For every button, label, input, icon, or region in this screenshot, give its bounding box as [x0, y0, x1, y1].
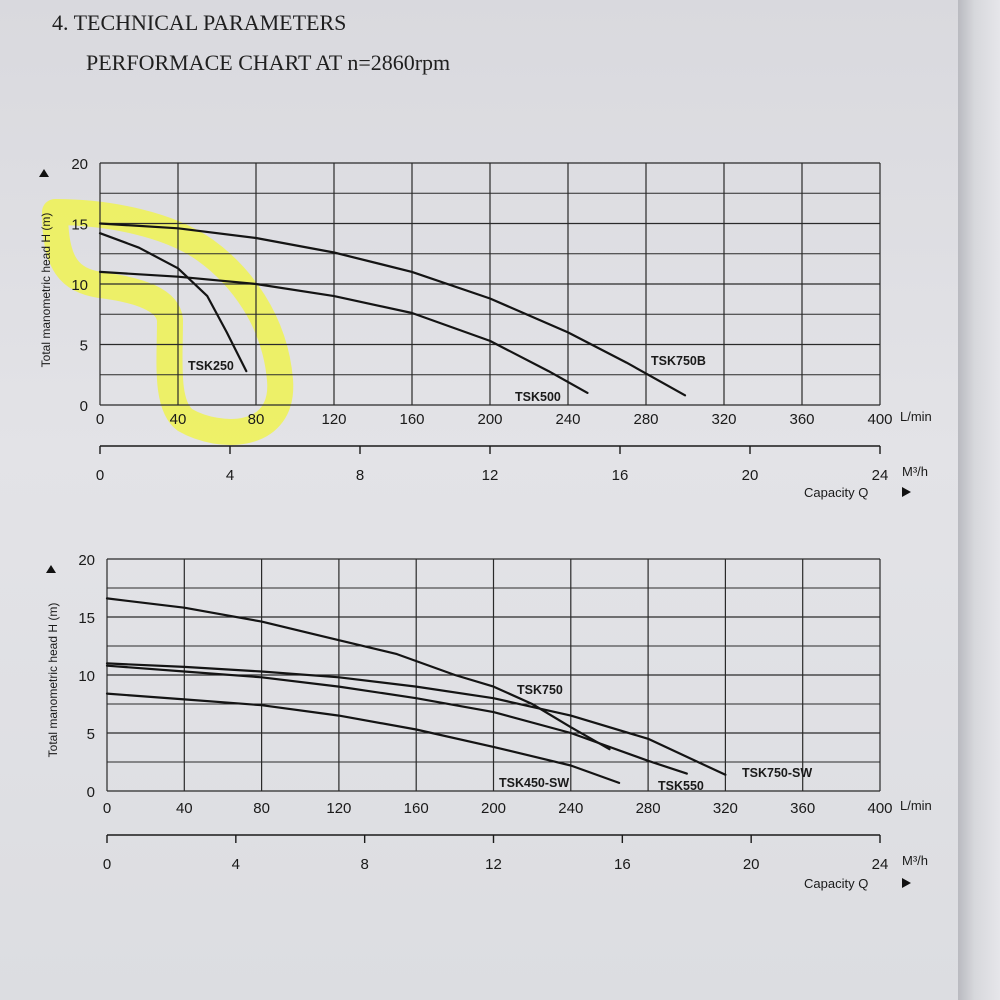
secondary-tick-label: 24	[872, 467, 889, 484]
x-tick-label: 320	[711, 411, 736, 428]
y-tick-label: 10	[71, 277, 88, 294]
secondary-tick-label: 12	[482, 467, 499, 484]
y-tick-label: 5	[87, 726, 95, 743]
y-axis-arrow	[39, 169, 49, 177]
curve-tsk750-sw	[105, 662, 727, 776]
document-page	[0, 0, 958, 1000]
x-tick-label: 320	[713, 800, 738, 817]
x-tick-label: 280	[636, 800, 661, 817]
y-tick-label: 0	[87, 784, 95, 801]
x-axis-arrow	[902, 487, 911, 497]
x-tick-label: 160	[404, 800, 429, 817]
curve-tsk750b	[98, 222, 687, 397]
curve-tsk500	[98, 270, 589, 394]
x-tick-label: 400	[867, 800, 892, 817]
section-heading: 4. TECHNICAL PARAMETERS	[52, 10, 347, 35]
secondary-tick-label: 24	[872, 856, 889, 873]
x-tick-label: 360	[789, 411, 814, 428]
x-tick-label: 400	[867, 411, 892, 428]
series-label-tsk550: TSK550	[658, 779, 704, 793]
curve-tsk750	[105, 597, 611, 751]
secondary-tick-label: 8	[356, 467, 364, 484]
y-axis-arrow	[46, 565, 56, 573]
x-axis-arrow	[902, 878, 911, 888]
y-tick-label: 20	[78, 552, 95, 569]
x-tick-label: 160	[399, 411, 424, 428]
series-label-tsk750-sw: TSK750-SW	[742, 766, 812, 780]
x-tick-label: 280	[633, 411, 658, 428]
secondary-tick-label: 0	[103, 856, 111, 873]
y-tick-label: 20	[71, 156, 88, 173]
x-tick-label: 200	[481, 800, 506, 817]
y-axis-title: Total manometric head H (m)	[39, 213, 53, 368]
secondary-tick-label: 8	[360, 856, 368, 873]
x-tick-label: 240	[558, 800, 583, 817]
secondary-unit-label: M³/h	[902, 853, 928, 868]
curve-tsk550	[105, 664, 688, 775]
series-label-tsk750: TSK750	[517, 683, 563, 697]
x-tick-label: 40	[176, 800, 193, 817]
highlighter-mark	[42, 199, 294, 445]
series-label-tsk750b: TSK750B	[651, 354, 706, 368]
y-tick-label: 10	[78, 668, 95, 685]
secondary-tick-label: 4	[226, 467, 234, 484]
secondary-tick-label: 12	[485, 856, 502, 873]
secondary-tick-label: 16	[612, 467, 629, 484]
secondary-unit-label: M³/h	[902, 464, 928, 479]
x-tick-label: 360	[790, 800, 815, 817]
secondary-tick-label: 16	[614, 856, 631, 873]
x-tick-label: 120	[326, 800, 351, 817]
series-label-tsk250: TSK250	[188, 359, 234, 373]
y-tick-label: 0	[80, 398, 88, 415]
x-tick-label: 40	[170, 411, 187, 428]
curve-tsk450-sw	[105, 692, 621, 784]
y-tick-label: 15	[71, 217, 88, 234]
y-tick-label: 5	[80, 338, 88, 355]
series-label-tsk500: TSK500	[515, 390, 561, 404]
series-label-tsk450-sw: TSK450-SW	[499, 776, 569, 790]
x-tick-label: 0	[96, 411, 104, 428]
page-edge	[958, 0, 1000, 1000]
secondary-tick-label: 0	[96, 467, 104, 484]
x-unit-label: L/min	[900, 409, 932, 424]
y-axis-title: Total manometric head H (m)	[46, 603, 60, 758]
y-tick-label: 15	[78, 610, 95, 627]
x-tick-label: 80	[253, 800, 270, 817]
curve-tsk250	[98, 232, 248, 373]
x-axis-title: Capacity Q	[804, 485, 868, 500]
chart-subtitle: PERFORMACE CHART AT n=2860rpm	[86, 50, 451, 75]
x-tick-label: 0	[103, 800, 111, 817]
x-tick-label: 240	[555, 411, 580, 428]
x-tick-label: 80	[248, 411, 265, 428]
x-tick-label: 120	[321, 411, 346, 428]
x-unit-label: L/min	[900, 798, 932, 813]
x-axis-title: Capacity Q	[804, 876, 868, 891]
secondary-tick-label: 20	[742, 467, 759, 484]
secondary-tick-label: 4	[232, 856, 240, 873]
x-tick-label: 200	[477, 411, 502, 428]
secondary-tick-label: 20	[743, 856, 760, 873]
